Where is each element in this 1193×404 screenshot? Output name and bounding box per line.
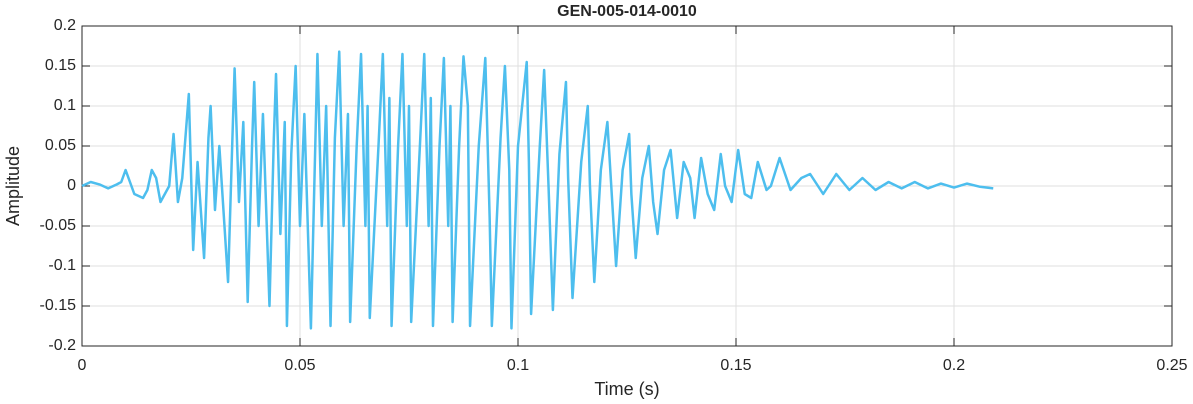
x-tick-label: 0.2 [943,357,965,374]
y-axis-label: Amplitude [3,146,23,226]
y-tick-label: 0.05 [45,137,76,154]
x-tick-label: 0.15 [720,357,751,374]
x-axis-label: Time (s) [594,379,659,399]
x-tick-label: 0.1 [507,357,529,374]
y-tick-label: 0.1 [54,97,76,114]
y-tick-label: -0.2 [48,337,76,354]
y-tick-label: 0.2 [54,17,76,34]
x-tick-label: 0 [78,357,87,374]
chart-title: GEN-005-014-0010 [557,3,697,20]
y-tick-label: -0.1 [48,257,76,274]
x-tick-label: 0.05 [284,357,315,374]
signal-line [81,50,994,330]
x-tick-label: 0.25 [1156,357,1187,374]
y-tick-label: -0.05 [40,217,77,234]
y-tick-label: 0 [67,177,76,194]
y-tick-label: 0.15 [45,57,76,74]
y-tick-label: -0.15 [40,297,77,314]
